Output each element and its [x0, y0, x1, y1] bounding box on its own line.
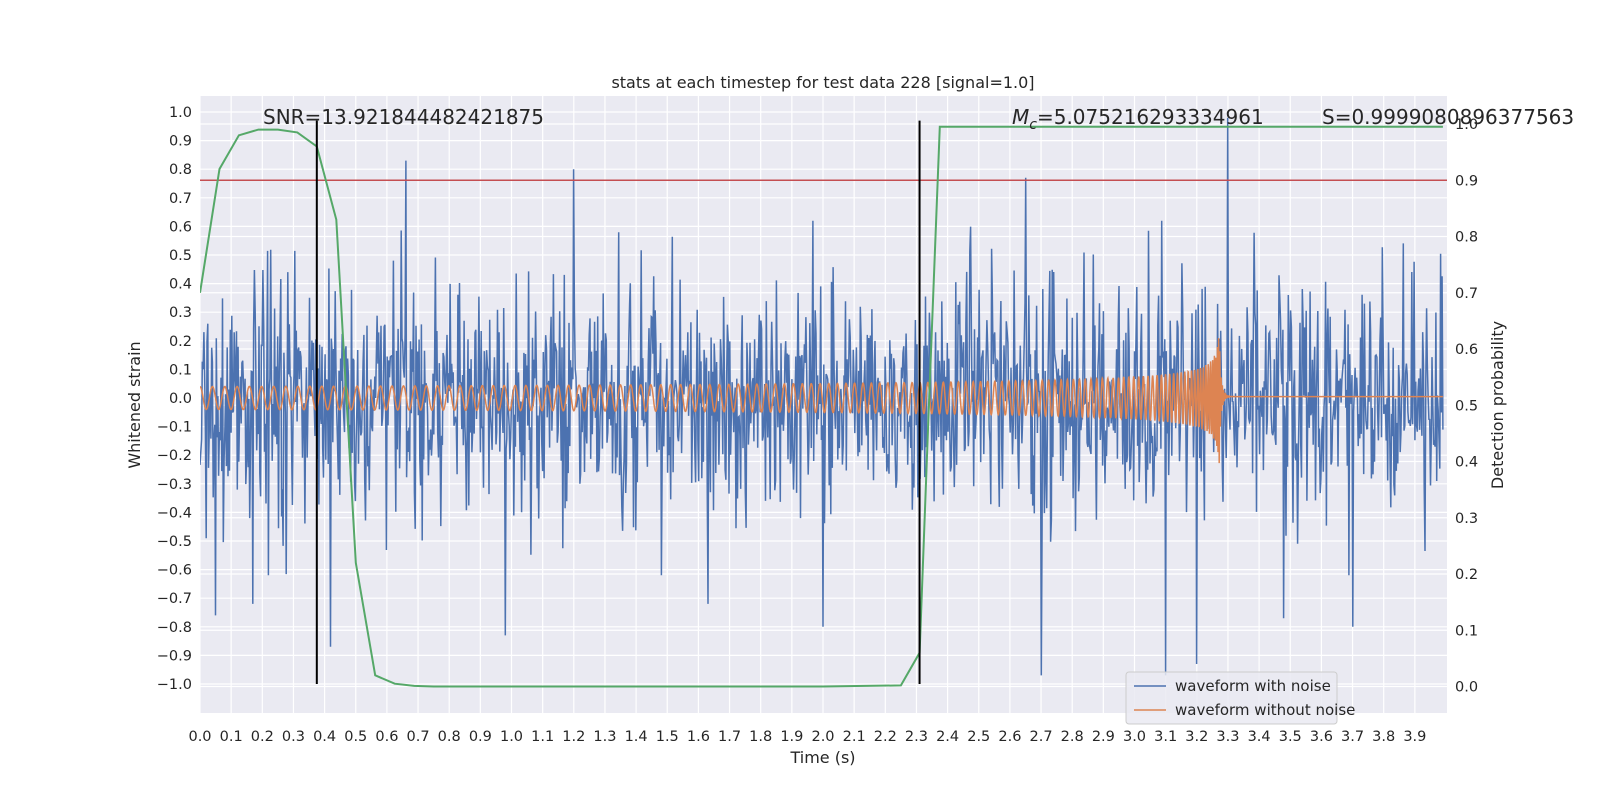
y-tick-label: 0.7: [169, 191, 192, 207]
x-tick-label: 2.1: [843, 729, 866, 745]
y2-tick-label: 0.6: [1455, 342, 1478, 358]
x-tick-label: 3.2: [1185, 729, 1208, 745]
legend-label-noise: waveform with noise: [1175, 677, 1331, 695]
y-tick-label: −1.0: [157, 677, 192, 693]
mc-value: =5.075216293334961: [1037, 105, 1264, 129]
y-tick-label: 0.5: [169, 248, 192, 264]
y-tick-label: −0.2: [157, 448, 192, 464]
x-tick-label: 3.9: [1403, 729, 1426, 745]
snr-annotation: SNR=13.921844482421875: [263, 105, 544, 129]
legend-label-clean: waveform without noise: [1175, 701, 1355, 719]
x-tick-label: 2.8: [1061, 729, 1084, 745]
y-tick-label: 1.0: [169, 105, 192, 121]
legend-box: [1125, 671, 1338, 725]
x-tick-label: 3.7: [1341, 729, 1364, 745]
mc-annotation: Mc=5.075216293334961: [1012, 105, 1264, 133]
y2-tick-label: 0.0: [1455, 680, 1478, 696]
x-tick-label: 3.0: [1123, 729, 1146, 745]
y2-tick-label: 0.9: [1455, 173, 1478, 189]
y-tick-label: 0.6: [169, 219, 192, 235]
x-tick-label: 3.1: [1154, 729, 1177, 745]
y2-tick-label: 0.8: [1455, 230, 1478, 246]
series-detection-probability: [200, 125, 1443, 688]
x-tick-label: 1.3: [593, 729, 616, 745]
y-tick-label: 0.4: [169, 277, 192, 293]
y-tick-label: 0.8: [169, 162, 192, 178]
y2-tick-label: 0.1: [1455, 623, 1478, 639]
x-tick-label: 0.4: [313, 729, 336, 745]
x-tick-label: 0.7: [407, 729, 430, 745]
y-tick-label: 0.1: [169, 362, 192, 378]
x-tick-label: 0.5: [344, 729, 367, 745]
s-annotation: S=0.9999080896377563: [1322, 105, 1574, 129]
x-tick-label: 0.6: [375, 729, 398, 745]
y-axis-label: Whitened strain: [125, 341, 144, 468]
x-tick-label: 2.5: [967, 729, 990, 745]
y2-tick-label: 1.0: [1455, 117, 1478, 133]
x-tick-label: 0.2: [251, 729, 274, 745]
x-tick-label: 0.8: [438, 729, 461, 745]
y-tick-labels: 1.0 0.9 0.8 0.7 0.6 0.5 0.4 0.3 0.2 0.1 0.0 −0.1 −0.…: [157, 105, 192, 693]
x-tick-label: 0.3: [282, 729, 305, 745]
x-tick-labels: 0.0 0.1 0.2 0.3 0.4 0.5 0.6 0.7 0.8 0.9 1.0 1.1 1.2 1…: [188, 729, 1426, 745]
x-tick-label: 3.4: [1248, 729, 1271, 745]
y-tick-label: −0.7: [157, 591, 192, 607]
x-tick-label: 1.8: [749, 729, 772, 745]
y2-tick-label: 0.3: [1455, 511, 1478, 527]
x-tick-label: 1.2: [562, 729, 585, 745]
x-tick-label: 1.1: [531, 729, 554, 745]
x-tick-label: 1.4: [625, 729, 648, 745]
x-tick-label: 2.2: [874, 729, 897, 745]
y-tick-label: −0.4: [157, 505, 192, 521]
y-tick-label: 0.3: [169, 305, 192, 321]
y-tick-label: −0.6: [157, 563, 192, 579]
chart-title: stats at each timestep for test data 228…: [611, 73, 1034, 92]
x-tick-label: 2.3: [905, 729, 928, 745]
x-tick-label: 3.8: [1372, 729, 1395, 745]
y-tick-label: −0.1: [157, 420, 192, 436]
y-tick-label: 0.2: [169, 334, 192, 350]
x-tick-label: 0.9: [469, 729, 492, 745]
y-tick-label: 0.0: [169, 391, 192, 407]
x-tick-label: 0.1: [220, 729, 243, 745]
y2-tick-labels: 1.0 0.9 0.8 0.7 0.6 0.5 0.4 0.3 0.2 0.1 0.0: [1455, 117, 1478, 696]
y-tick-label: −0.8: [157, 620, 192, 636]
y-tick-label: −0.5: [157, 534, 192, 550]
x-tick-label: 3.3: [1216, 729, 1239, 745]
x-tick-label: 3.6: [1310, 729, 1333, 745]
legend: waveform with noise waveform without noi…: [1125, 671, 1355, 725]
y2-tick-label: 0.4: [1455, 455, 1478, 471]
x-tick-label: 3.5: [1279, 729, 1302, 745]
x-tick-label: 1.5: [656, 729, 679, 745]
x-tick-label: 0.0: [188, 729, 211, 745]
y2-tick-label: 0.7: [1455, 286, 1478, 302]
x-tick-label: 2.6: [998, 729, 1021, 745]
x-tick-label: 1.7: [718, 729, 741, 745]
vertical-markers: [315, 120, 921, 684]
mc-symbol: M: [1012, 105, 1029, 129]
x-tick-label: 2.4: [936, 729, 959, 745]
x-tick-label: 2.7: [1030, 729, 1053, 745]
y-tick-label: 0.9: [169, 134, 192, 150]
x-tick-label: 2.0: [811, 729, 834, 745]
x-tick-label: 2.9: [1092, 729, 1115, 745]
series-waveform-without-noise: [200, 338, 1443, 464]
y2-axis-label: Detection probability: [1488, 321, 1507, 489]
x-axis-label: Time (s): [789, 748, 855, 767]
mc-subscript: c: [1029, 117, 1037, 133]
series-waveform-with-noise: [200, 117, 1444, 676]
y-tick-label: −0.9: [157, 648, 192, 664]
y2-tick-label: 0.5: [1455, 398, 1478, 414]
x-tick-label: 1.9: [780, 729, 803, 745]
x-tick-label: 1.6: [687, 729, 710, 745]
y2-tick-label: 0.2: [1455, 567, 1478, 583]
y-tick-label: −0.3: [157, 477, 192, 493]
x-tick-label: 1.0: [500, 729, 523, 745]
